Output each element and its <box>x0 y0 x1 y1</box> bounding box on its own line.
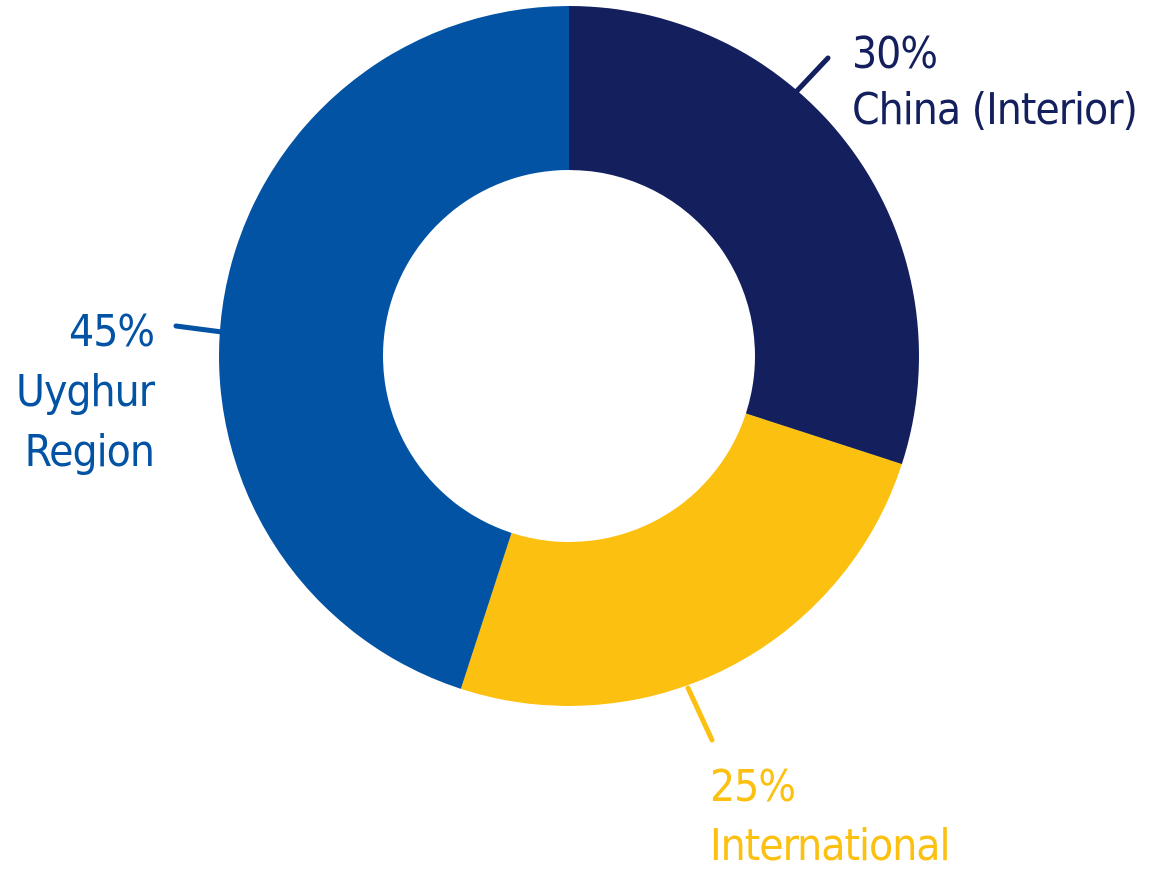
value-label-international: 25% <box>710 761 795 812</box>
donut-slices <box>219 6 919 706</box>
leader-lines <box>173 55 831 743</box>
label-uyghur-region: 45% Uyghur Region <box>16 306 157 477</box>
category-label-international: International <box>710 820 950 871</box>
value-label-china-interior: 30% <box>852 28 937 79</box>
slice-china-interior <box>569 6 919 465</box>
slice-uyghur-region <box>219 6 569 689</box>
category-label-uyghur-region-line1: Uyghur <box>16 366 156 417</box>
label-china-interior: 30% China (Interior) <box>852 28 1138 135</box>
label-international: 25% International <box>710 761 951 871</box>
category-label-china-interior: China (Interior) <box>852 84 1137 135</box>
category-label-uyghur-region-line2: Region <box>25 426 154 477</box>
value-label-uyghur-region: 45% <box>69 306 154 357</box>
leader-line-uyghur-region <box>173 323 225 335</box>
leader-line-china-interior <box>792 55 831 96</box>
slice-international <box>460 413 902 706</box>
leader-line-international <box>685 685 715 743</box>
